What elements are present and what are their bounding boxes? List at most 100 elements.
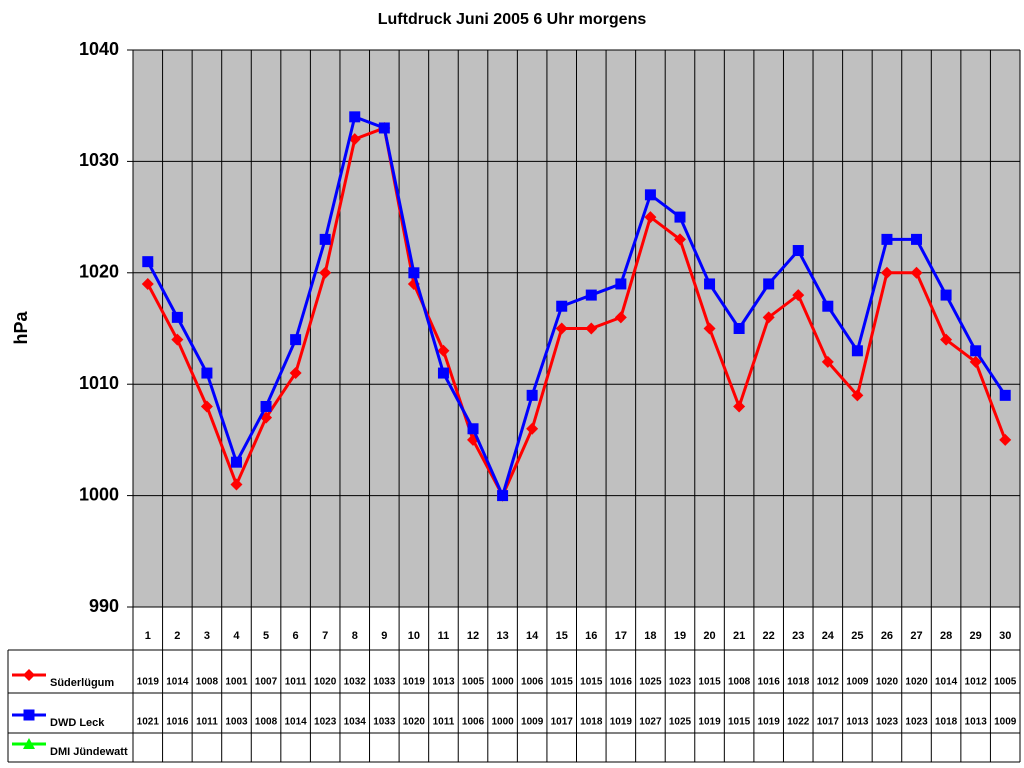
- series-line: [146, 125, 1007, 500]
- legend-marker: [23, 709, 35, 721]
- data-point: [171, 333, 184, 346]
- data-point: [851, 389, 864, 402]
- x-tick-label: 30: [999, 630, 1011, 642]
- x-tick-label: 23: [792, 630, 804, 642]
- x-tick-label: 26: [881, 630, 893, 642]
- data-point: [999, 433, 1012, 446]
- data-point: [289, 367, 302, 380]
- table-value: 1017: [817, 717, 840, 728]
- table-value: 1008: [728, 677, 751, 688]
- table-value: 1006: [462, 717, 485, 728]
- table-value: 1009: [994, 717, 1017, 728]
- table-value: 1008: [196, 677, 219, 688]
- data-point: [526, 389, 538, 401]
- table-value: 1005: [994, 677, 1017, 688]
- x-tick-label: 27: [910, 630, 922, 642]
- x-tick-label: 12: [467, 630, 479, 642]
- x-tick-label: 21: [733, 630, 745, 642]
- table-value: 1005: [462, 677, 485, 688]
- table-value: 1019: [403, 677, 426, 688]
- data-point: [614, 311, 627, 324]
- table-value: 1021: [137, 717, 160, 728]
- table-value: 1007: [255, 677, 278, 688]
- data-point: [644, 211, 657, 224]
- table-value: 1034: [344, 717, 367, 728]
- table-value: 1023: [669, 677, 692, 688]
- x-tick-label: 24: [822, 630, 835, 642]
- table-value: 1008: [255, 717, 278, 728]
- table-value: 1020: [314, 677, 337, 688]
- table-value: 1000: [491, 677, 514, 688]
- y-axis-label: hPa: [11, 311, 31, 345]
- table-value: 1025: [639, 677, 662, 688]
- data-point: [319, 266, 332, 279]
- table-value: 1014: [166, 677, 189, 688]
- x-tick-label: 6: [293, 630, 299, 642]
- x-tick-label: 28: [940, 630, 952, 642]
- table-value: 1012: [965, 677, 988, 688]
- series-line: [146, 114, 1007, 500]
- data-point: [585, 289, 597, 301]
- data-point: [851, 345, 863, 357]
- table-value: 1013: [846, 717, 869, 728]
- x-tick-label: 3: [204, 630, 210, 642]
- x-tick-label: 4: [233, 630, 240, 642]
- table-value: 1000: [491, 717, 514, 728]
- x-tick-label: 18: [644, 630, 656, 642]
- data-point: [910, 266, 923, 279]
- data-point: [881, 233, 893, 245]
- table-value: 1027: [639, 717, 662, 728]
- data-point: [526, 422, 539, 435]
- data-point: [615, 278, 627, 290]
- x-tick-label: 17: [615, 630, 627, 642]
- data-point: [733, 400, 746, 413]
- data-point: [970, 345, 982, 357]
- data-point: [792, 289, 805, 302]
- data-point: [141, 277, 154, 290]
- table-value: 1020: [876, 677, 899, 688]
- legend-label: Süderlügum: [50, 677, 114, 689]
- table-value: 1022: [787, 717, 810, 728]
- data-point: [467, 423, 479, 435]
- y-tick-label: 1020: [79, 262, 119, 282]
- table-value: 1020: [403, 717, 426, 728]
- data-point: [348, 133, 361, 146]
- table-value: 1016: [610, 677, 633, 688]
- data-point: [556, 300, 568, 312]
- table-value: 1001: [225, 677, 248, 688]
- table-value: 1011: [433, 717, 455, 728]
- x-tick-label: 10: [408, 630, 420, 642]
- table-value: 1018: [580, 717, 603, 728]
- table-value: 1015: [551, 677, 574, 688]
- table-value: 1015: [698, 677, 721, 688]
- x-tick-label: 22: [763, 630, 775, 642]
- table-value: 1009: [846, 677, 869, 688]
- table-value: 1009: [521, 717, 544, 728]
- data-point: [437, 367, 449, 379]
- table-value: 1019: [698, 717, 721, 728]
- x-tick-label: 16: [585, 630, 597, 642]
- data-point: [585, 322, 598, 335]
- legend-marker: [23, 669, 35, 681]
- table-value: 1020: [905, 677, 928, 688]
- data-point: [940, 333, 953, 346]
- data-point: [349, 111, 361, 123]
- data-point: [260, 400, 272, 412]
- chart-title: Luftdruck Juni 2005 6 Uhr morgens: [378, 11, 647, 28]
- table-value: 1003: [225, 717, 248, 728]
- y-tick-label: 1000: [79, 484, 119, 504]
- table-value: 1019: [610, 717, 633, 728]
- x-tick-label: 14: [526, 630, 539, 642]
- data-point: [437, 344, 450, 357]
- y-tick-label: 1040: [79, 39, 119, 59]
- data-point: [674, 211, 686, 223]
- data-point: [704, 278, 716, 290]
- data-point: [201, 367, 213, 379]
- table-value: 1025: [669, 717, 692, 728]
- x-tick-label: 25: [851, 630, 863, 642]
- legend-label: DWD Leck: [50, 717, 105, 729]
- table-value: 1015: [580, 677, 603, 688]
- data-point: [644, 189, 656, 201]
- data-point: [408, 267, 420, 279]
